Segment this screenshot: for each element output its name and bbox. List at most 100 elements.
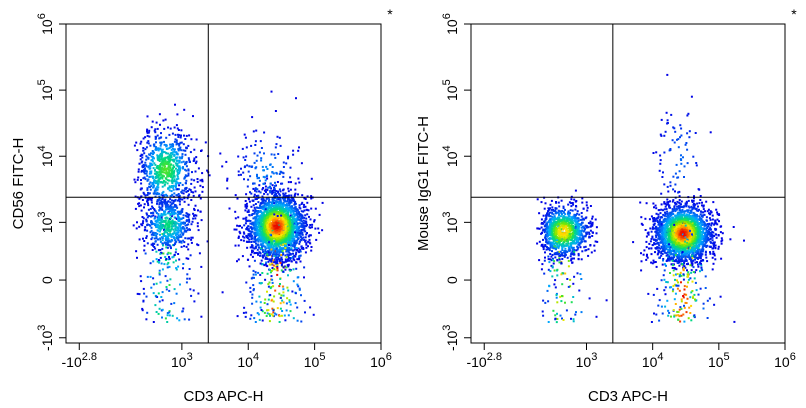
event-dot — [293, 193, 296, 196]
event-dot — [156, 216, 159, 219]
event-dot — [683, 320, 686, 323]
event-dot — [267, 232, 270, 235]
event-dot — [171, 208, 174, 210]
event-dot — [275, 256, 278, 259]
event-dot — [278, 321, 281, 323]
event-dot — [255, 198, 258, 200]
event-dot — [270, 275, 273, 278]
event-dot — [183, 189, 186, 192]
event-dot — [189, 151, 192, 154]
event-dot — [279, 235, 282, 238]
event-dot — [302, 206, 305, 209]
event-dot — [261, 216, 264, 219]
event-dot — [263, 238, 266, 241]
event-dot — [137, 170, 140, 173]
event-dot — [287, 289, 290, 292]
event-dot — [167, 258, 170, 261]
event-dot — [287, 209, 290, 212]
event-dot — [276, 260, 279, 263]
event-dot — [286, 253, 289, 256]
event-dot — [261, 188, 264, 191]
event-dot — [254, 223, 257, 226]
event-dot — [161, 268, 164, 271]
event-dot — [266, 237, 269, 240]
event-dot — [248, 240, 250, 243]
population-0 — [221, 171, 324, 323]
event-dot — [153, 180, 155, 183]
event-dot — [273, 213, 276, 216]
event-dot — [275, 204, 278, 207]
event-dot — [253, 259, 256, 262]
event-dot — [190, 241, 193, 244]
event-dot — [700, 264, 703, 267]
event-dot — [274, 181, 276, 184]
event-dot — [261, 223, 264, 226]
event-dot — [265, 234, 267, 237]
event-dot — [253, 195, 256, 198]
event-dot — [169, 198, 172, 201]
event-dot — [164, 275, 167, 278]
event-dot — [185, 230, 188, 233]
event-dot — [265, 315, 268, 317]
event-dot — [153, 192, 156, 195]
event-dot — [149, 224, 152, 227]
event-dot — [165, 169, 168, 172]
event-dot — [289, 240, 292, 243]
event-dot — [160, 216, 163, 219]
event-dot — [259, 254, 261, 257]
event-dot — [177, 228, 180, 230]
event-dot — [190, 223, 193, 226]
event-dot — [188, 220, 191, 223]
event-dot — [290, 194, 293, 197]
event-dot — [256, 154, 259, 157]
event-dot — [271, 238, 274, 241]
event-dot — [176, 142, 179, 145]
event-dot — [168, 156, 171, 159]
event-dot — [270, 244, 273, 247]
event-dot — [281, 231, 283, 234]
event-dot — [177, 218, 180, 220]
event-dot — [245, 146, 248, 149]
event-dot — [155, 121, 158, 124]
event-dot — [666, 251, 669, 254]
event-dot — [267, 246, 270, 249]
event-dot — [275, 218, 278, 221]
event-dot — [250, 192, 253, 195]
event-dot — [262, 197, 265, 200]
event-dot — [152, 206, 154, 209]
event-dot — [149, 197, 152, 200]
event-dot — [289, 227, 292, 229]
event-dot — [293, 245, 296, 248]
event-dot — [300, 229, 303, 232]
event-dot — [274, 226, 277, 229]
event-dot — [258, 224, 261, 227]
event-dot — [196, 225, 199, 228]
event-dot — [170, 302, 173, 305]
event-dot — [175, 229, 178, 232]
event-dot — [160, 213, 163, 215]
event-dot — [174, 239, 177, 242]
event-dot — [279, 194, 282, 197]
event-dot — [237, 174, 240, 177]
event-dot — [156, 176, 159, 179]
event-dot — [269, 217, 271, 220]
event-dot — [305, 243, 308, 246]
event-dot — [292, 209, 295, 212]
event-dot — [263, 230, 266, 233]
event-dot — [254, 246, 257, 249]
event-dot — [688, 206, 691, 209]
event-dot — [175, 141, 178, 144]
event-dot — [248, 165, 251, 168]
event-dot — [275, 212, 278, 215]
event-dot — [145, 295, 148, 298]
event-dot — [166, 217, 169, 220]
event-dot — [147, 192, 150, 195]
event-dot — [184, 149, 187, 152]
event-dot — [271, 227, 274, 230]
event-dot — [160, 207, 163, 210]
event-dot — [276, 265, 279, 268]
event-dot — [254, 239, 257, 241]
event-dot — [278, 214, 280, 217]
event-dot — [145, 164, 148, 167]
event-dot — [291, 228, 294, 231]
